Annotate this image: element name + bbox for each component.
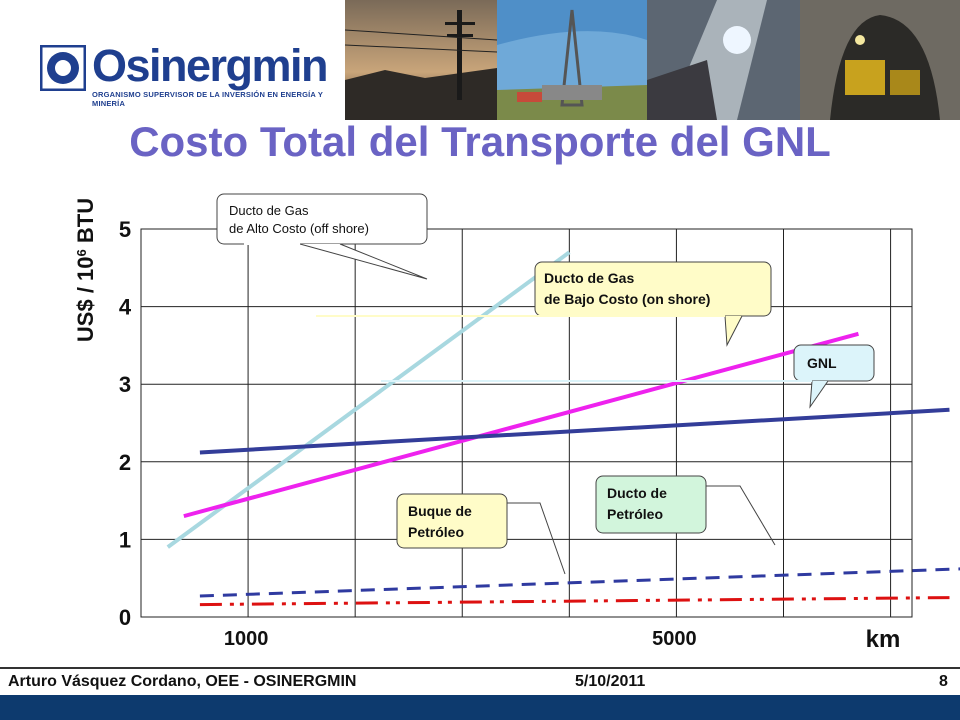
annotation-box-3 — [793, 344, 875, 382]
annotation-text: Buque de — [408, 503, 472, 519]
series-line-4 — [199, 567, 960, 598]
annotation-box-1 — [216, 193, 428, 245]
annotation-text: de Alto Costo (off shore) — [229, 221, 369, 236]
annotation-text: Petróleo — [408, 524, 464, 540]
photo-power-lines — [345, 0, 497, 120]
footer-divider — [0, 667, 960, 669]
y-tick-label: 2 — [119, 450, 131, 475]
y-tick-label: 5 — [119, 217, 131, 242]
annotation-pointer-3 — [809, 380, 829, 409]
annotation-text: Ducto de Gas — [544, 270, 634, 286]
x-tick-label: 5000 — [652, 628, 697, 650]
annotation-pointer-2 — [724, 315, 743, 347]
logo-wordmark: Osinergmin — [92, 40, 329, 91]
footer-page-number: 8 — [939, 673, 948, 690]
series-line-1 — [166, 250, 571, 549]
photo-drilling-rig — [497, 0, 647, 120]
series-line-5 — [199, 596, 950, 607]
y-tick-label: 3 — [119, 372, 131, 397]
chart-series — [166, 250, 960, 607]
photo-mine-tunnel — [800, 0, 960, 120]
annotation-box-4 — [396, 493, 508, 549]
series-line-2 — [183, 331, 859, 519]
annotation-text: Ducto de — [607, 485, 667, 501]
chart-ticks: 0 1 2 3 4 5 1000 5000 — [119, 217, 697, 650]
photo-welding-pipe — [647, 0, 800, 120]
annotation-leader-5 — [706, 485, 776, 546]
annotation-box-5 — [595, 475, 707, 534]
annotation-text: GNL — [807, 355, 837, 371]
series-line-3 — [199, 407, 950, 455]
logo-subtitle: ORGANISMO SUPERVISOR DE LA INVERSIÓN EN … — [92, 90, 323, 108]
footer-date: 5/10/2011 — [575, 673, 646, 690]
annotation-text: de Bajo Costo (on shore) — [544, 291, 710, 307]
y-tick-label: 0 — [119, 605, 131, 630]
y-tick-label: 1 — [119, 527, 131, 552]
annotation-pointer-1 — [299, 243, 428, 280]
y-axis-label: US$ / 106 BTU — [73, 198, 98, 342]
annotation-leader-4 — [507, 502, 566, 575]
chart-annotations: Ducto de Gas de Alto Costo (off shore) Duc… — [216, 193, 875, 575]
footer-bar — [0, 695, 960, 720]
y-tick-label: 4 — [119, 295, 132, 320]
slide-title: Costo Total del Transporte del GNL — [129, 118, 831, 165]
osinergmin-logo-icon — [40, 45, 86, 91]
annotation-text: Ducto de Gas — [229, 203, 309, 218]
x-axis-label: km — [866, 626, 901, 653]
header-logo: Osinergmin ORGANISMO SUPERVISOR DE LA IN… — [0, 0, 345, 120]
footer-author: Arturo Vásquez Cordano, OEE - OSINERGMIN — [8, 673, 357, 690]
annotation-text: Petróleo — [607, 506, 663, 522]
x-tick-label: 1000 — [224, 628, 269, 650]
